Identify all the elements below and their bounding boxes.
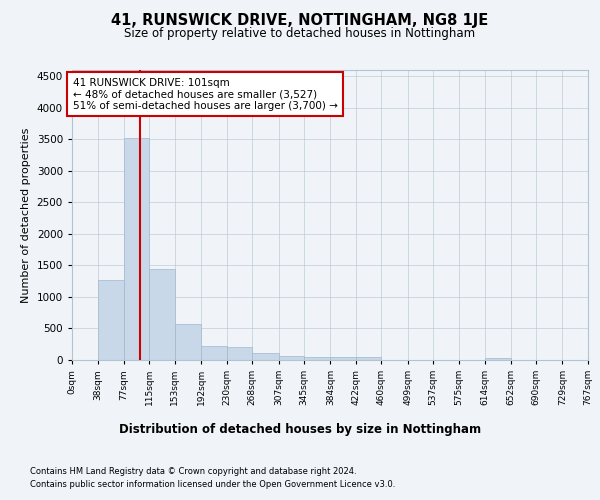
Text: 41 RUNSWICK DRIVE: 101sqm
← 48% of detached houses are smaller (3,527)
51% of se: 41 RUNSWICK DRIVE: 101sqm ← 48% of detac… <box>73 78 338 111</box>
Bar <box>331 357 356 360</box>
Bar <box>485 358 511 360</box>
Text: Distribution of detached houses by size in Nottingham: Distribution of detached houses by size … <box>119 422 481 436</box>
Bar <box>278 356 304 360</box>
Bar <box>98 280 124 360</box>
Y-axis label: Number of detached properties: Number of detached properties <box>21 128 31 302</box>
Bar <box>227 347 252 360</box>
Text: Contains public sector information licensed under the Open Government Licence v3: Contains public sector information licen… <box>30 480 395 489</box>
Bar <box>149 268 175 360</box>
Bar <box>356 358 382 360</box>
Bar <box>175 324 201 360</box>
Bar <box>304 356 331 360</box>
Bar <box>124 138 149 360</box>
Text: Contains HM Land Registry data © Crown copyright and database right 2024.: Contains HM Land Registry data © Crown c… <box>30 468 356 476</box>
Bar <box>201 346 227 360</box>
Bar <box>252 354 278 360</box>
Text: Size of property relative to detached houses in Nottingham: Size of property relative to detached ho… <box>124 28 476 40</box>
Text: 41, RUNSWICK DRIVE, NOTTINGHAM, NG8 1JE: 41, RUNSWICK DRIVE, NOTTINGHAM, NG8 1JE <box>112 12 488 28</box>
